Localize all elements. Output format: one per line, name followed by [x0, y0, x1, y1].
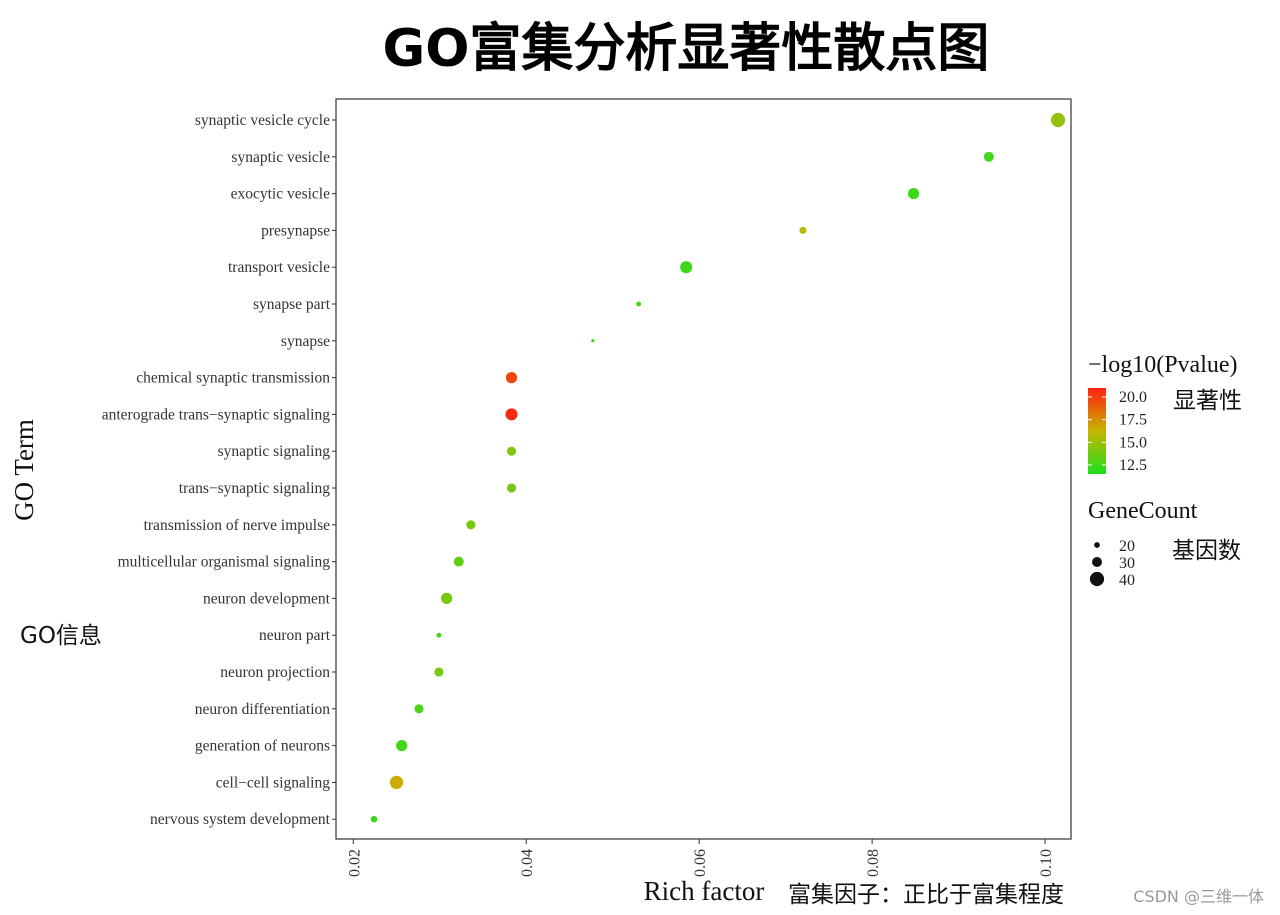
data-points	[370, 112, 1066, 823]
data-point	[983, 151, 994, 162]
y-tick-label: trans−synaptic signaling	[179, 480, 330, 497]
color-legend-tick-label: 12.5	[1119, 457, 1147, 474]
y-tick-label: anterograde trans−synaptic signaling	[102, 406, 331, 423]
y-axis-ticks	[332, 119, 336, 820]
data-point	[1050, 112, 1066, 128]
y-axis-title: GO Term	[9, 419, 39, 521]
chart-title: GO富集分析显著性散点图	[383, 19, 990, 79]
y-tick-label: chemical synaptic transmission	[136, 370, 330, 387]
data-point	[441, 592, 453, 605]
data-point	[453, 556, 464, 567]
color-legend-tick-label: 17.5	[1119, 412, 1147, 429]
y-tick-label: transmission of nerve impulse	[144, 517, 331, 534]
data-point	[506, 483, 517, 493]
x-tick-label: 0.08	[865, 849, 882, 877]
y-tick-label: cell−cell signaling	[216, 774, 330, 791]
y-tick-label: neuron differentiation	[195, 701, 331, 718]
y-tick-label: neuron development	[203, 590, 331, 607]
size-legend-title: GeneCount	[1088, 498, 1198, 524]
color-legend-ticks: 20.0 17.5 15.0 12.5	[1088, 389, 1147, 474]
x-axis-tick-labels: 0.02 0.04 0.06 0.08 0.10	[346, 849, 1055, 877]
y-tick-label: synaptic vesicle	[231, 149, 330, 166]
y-tick-label: synaptic vesicle cycle	[195, 112, 330, 129]
data-point	[389, 775, 404, 790]
data-point	[466, 520, 476, 530]
color-legend-tick-label: 20.0	[1119, 389, 1147, 406]
data-point	[591, 339, 595, 343]
x-tick-label: 0.02	[346, 849, 363, 877]
y-tick-label: synapse part	[253, 296, 331, 313]
y-tick-label: exocytic vesicle	[231, 186, 331, 203]
data-point	[799, 226, 807, 234]
size-legend-annotation-cn: 基因数	[1172, 538, 1241, 564]
x-tick-label: 0.10	[1038, 849, 1055, 877]
y-tick-label: generation of neurons	[195, 738, 330, 755]
color-legend-tick-label: 15.0	[1119, 434, 1147, 451]
size-legend-dot	[1089, 571, 1105, 587]
data-point	[636, 301, 642, 307]
color-legend-annotation-cn: 显著性	[1173, 388, 1242, 414]
data-point	[434, 667, 444, 677]
y-axis-term-labels: synaptic vesicle cycle synaptic vesicle ex…	[102, 112, 331, 828]
size-legend-label: 30	[1119, 555, 1135, 572]
x-tick-label: 0.06	[692, 849, 709, 877]
data-point	[436, 632, 442, 638]
data-point	[505, 408, 518, 421]
y-tick-label: presynapse	[261, 222, 330, 239]
x-axis-title: Rich factor	[644, 876, 765, 906]
size-legend-dot	[1094, 542, 1100, 548]
data-point	[505, 371, 518, 384]
size-legend-label: 40	[1119, 572, 1135, 589]
data-point	[680, 261, 693, 274]
x-axis-annotation-cn: 富集因子：正比于富集程度	[788, 882, 1064, 908]
color-legend-title: −log10(Pvalue)	[1088, 352, 1238, 378]
data-point	[908, 187, 920, 200]
data-point	[396, 739, 408, 752]
data-point	[414, 704, 424, 714]
color-legend-bar	[1088, 388, 1106, 474]
x-axis-ticks	[352, 839, 1046, 844]
y-tick-label: transport vesicle	[228, 259, 330, 276]
size-legend-dot	[1092, 557, 1102, 567]
y-tick-label: multicellular organismal signaling	[118, 554, 331, 571]
data-point	[506, 446, 517, 456]
watermark: CSDN @三维一体	[1133, 887, 1264, 906]
data-point	[370, 815, 378, 823]
y-tick-label: synaptic signaling	[218, 443, 331, 460]
y-tick-label: neuron projection	[220, 664, 330, 681]
plot-panel	[335, 98, 1072, 840]
y-tick-label: synapse	[281, 333, 330, 350]
x-tick-label: 0.04	[519, 849, 536, 877]
size-legend-label: 20	[1119, 538, 1135, 555]
y-tick-label: nervous system development	[150, 811, 331, 828]
y-axis-annotation-cn: GO信息	[20, 623, 102, 649]
y-tick-label: neuron part	[259, 627, 331, 644]
